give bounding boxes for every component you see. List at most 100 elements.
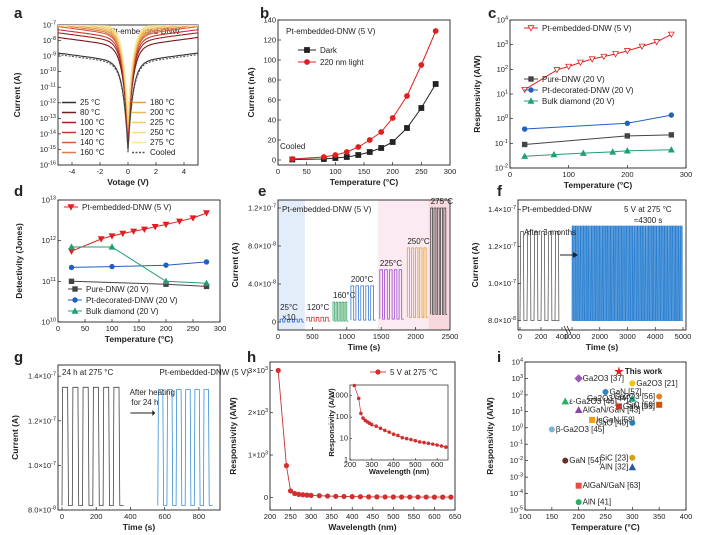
x-tick-label: 200 — [572, 512, 585, 521]
x-tick-label: 300 — [214, 324, 227, 333]
legend-label: Cooled — [150, 148, 175, 157]
legend-label: 80 °C — [80, 108, 100, 117]
y-tick-label: 10-1 — [495, 139, 508, 148]
x-tick-label: 2 — [154, 167, 158, 176]
data-point — [609, 148, 617, 155]
data-point — [366, 137, 373, 143]
temperature-band — [304, 200, 333, 330]
x-tick-label: 4 — [182, 167, 186, 176]
legend-marker — [375, 369, 381, 375]
x-axis-label: Time (s) — [123, 522, 156, 532]
inset-y-tick-label: 1000 — [331, 391, 348, 400]
y-tick-label: 10-13 — [40, 114, 56, 123]
x-tick-label: 250 — [284, 512, 297, 521]
y-tick-label: 1.2×10-7 — [28, 416, 56, 425]
y-tick-label: 10-15 — [40, 145, 56, 154]
data-point — [521, 126, 528, 132]
y-tick-label: 60 — [268, 96, 276, 105]
x-tick-label: 400 — [346, 512, 359, 521]
data-point — [415, 494, 421, 500]
x-tick-label: 150 — [358, 167, 371, 176]
x-tick-label: -4 — [69, 167, 76, 176]
x-tick-label: 50 — [302, 167, 310, 176]
x-tick-label: 650 — [449, 512, 462, 521]
point-label: Ga2O3 [37] — [583, 374, 624, 383]
series-line — [71, 212, 207, 252]
y-tick-label: 1013 — [42, 196, 56, 205]
point-label: Ga2O3 [56] — [614, 392, 655, 401]
inset-x-axis-label: Wavelength (nm) — [369, 467, 430, 476]
data-point — [289, 156, 296, 162]
data-point — [656, 393, 663, 400]
legend-label: Pure-DNW (20 V) — [86, 285, 149, 294]
panel-d-chart: 1010 1011 1012 1013 0 50 100 150 200 250 300 Temper… — [14, 196, 226, 345]
y-axis-label: Current (A) — [12, 72, 22, 117]
point-label: Ga2O3 [21] — [636, 379, 677, 388]
x-tick-label: 500 — [306, 332, 319, 341]
data-point — [574, 406, 583, 414]
photoresponse-trace — [430, 207, 448, 315]
legend-marker — [527, 97, 535, 104]
data-point — [349, 494, 355, 500]
data-point — [333, 493, 339, 499]
x-tick-label: 200 — [386, 167, 399, 176]
x-tick-label: 50 — [81, 324, 89, 333]
legend-marker — [71, 307, 79, 314]
legend-marker — [72, 286, 78, 292]
y-tick-label: 102 — [512, 390, 523, 399]
inset-data-point — [409, 437, 413, 442]
series-line — [57, 29, 199, 136]
x-tick-label: 250 — [599, 512, 612, 521]
heating-duration-label: for 24 h — [131, 398, 158, 407]
x-tick-label: -2 — [97, 167, 104, 176]
series-line — [58, 25, 198, 116]
x-axis-label: Temperature (°C) — [105, 334, 174, 344]
x-tick-label: 550 — [408, 512, 421, 521]
inset-x-tick-label: 400 — [387, 460, 400, 469]
x-tick-label: 300 — [444, 167, 457, 176]
x-tick-label: 300 — [680, 170, 693, 179]
y-axis-label: Current (A) — [470, 242, 480, 287]
data-point — [389, 115, 396, 121]
inset-data-point — [422, 440, 426, 445]
y-tick-label: 10-1 — [510, 440, 523, 449]
legend-label: 100 °C — [80, 118, 105, 127]
y-tick-label: 8.0×10-8 — [28, 506, 56, 515]
y-tick-label: 10-9 — [43, 52, 56, 61]
data-point — [287, 488, 294, 494]
data-point — [97, 236, 105, 243]
data-point — [628, 463, 637, 471]
y-tick-label: 10-7 — [43, 21, 56, 30]
photoresponse-trace — [519, 231, 560, 322]
y-axis-label: Responsivity (A/W) — [485, 397, 495, 475]
y-tick-label: 10-8 — [43, 36, 56, 45]
inset-data-point — [413, 438, 418, 443]
chart-title: Pt-embedded-DNW — [522, 205, 592, 214]
x-tick-label: 0 — [508, 170, 512, 179]
x-tick-label: 400 — [680, 512, 693, 521]
x-tick-label: 200 — [535, 332, 548, 341]
y-tick-label: 103 — [497, 40, 508, 49]
point-label: SiC [59] — [627, 400, 655, 409]
data-point — [624, 120, 631, 126]
data-point — [579, 149, 587, 156]
y-tick-label: 10-10 — [40, 67, 56, 76]
data-point — [162, 221, 170, 229]
x-tick-label: 150 — [546, 512, 559, 521]
photoresponse-trace — [61, 386, 124, 506]
data-point — [565, 63, 573, 71]
y-tick-label: 1.4×10-7 — [28, 372, 56, 381]
x-tick-label: 5000 — [675, 332, 692, 341]
legend-label: Bulk diamond (20 V) — [542, 97, 615, 106]
series-line — [292, 83, 437, 160]
x-tick-label: 800 — [193, 512, 206, 521]
x-tick-label: 4000 — [647, 332, 664, 341]
data-point — [390, 494, 396, 500]
data-point — [296, 491, 302, 497]
x-tick-label: 100 — [106, 324, 119, 333]
x-tick-label: 600 — [158, 512, 171, 521]
y-tick-label: 3×103 — [248, 366, 268, 375]
data-point — [355, 152, 362, 158]
legend-label: Bulk diamond (20 V) — [86, 307, 159, 316]
data-point — [189, 215, 197, 222]
